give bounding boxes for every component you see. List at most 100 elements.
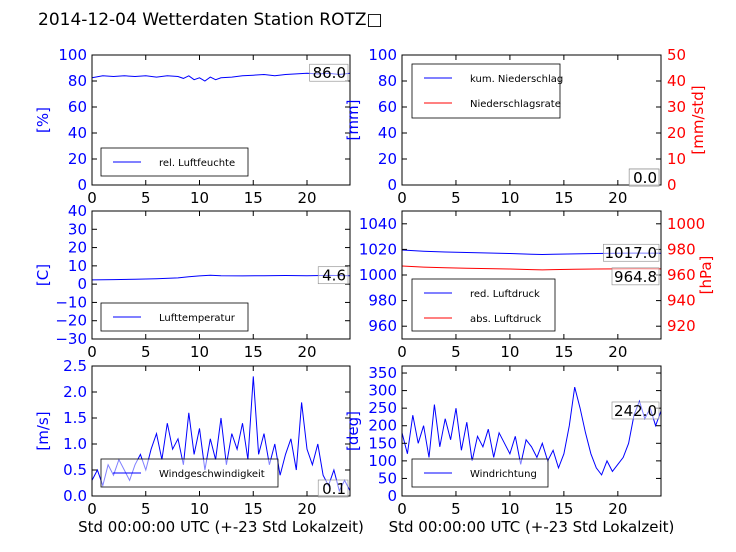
last-value-label: 4.6 [322,267,346,285]
legend-label: Windrichtung [470,469,537,480]
y-tick-label-right: 30 [667,98,686,116]
x-tick-label: 0 [397,500,407,518]
y-tick-label: 10 [68,257,87,275]
y-tick-label: 2.5 [63,357,87,375]
y-axis-label: [mm] [344,100,362,141]
x-tick-label: 20 [297,343,316,361]
chart-panel-3: 0 5 10 15 20−30−20−10010203040[C]Lufttempera… [34,202,351,361]
x-axis-label: Std 00:00:00 UTC (+-23 Std Lokalzeit) [389,518,675,536]
y-tick-label: 250 [368,399,397,417]
y-tick-label: 40 [68,124,87,142]
legend-label: rel. Luftfeuchte [159,158,235,169]
x-tick-label: 15 [554,189,573,207]
last-value-label: 1017.0 [605,244,658,262]
legend-label: red. Luftdruck [470,289,540,300]
last-value-right-label-box [628,168,660,187]
x-tick-label: 0 [397,343,407,361]
plot-frame [91,54,351,186]
y-tick-label: 20 [68,239,87,257]
legend-label: Lufttemperatur [159,313,236,324]
last-value-label: 86.0 [313,64,346,82]
y-tick-label: 80 [68,72,87,90]
plot-frame [401,54,662,186]
y-axis-label: [deg] [344,411,362,451]
y-tick-label: −20 [55,312,87,330]
chart-panel-2: 0 5 10 15 20 0 20 40 60 80 100 0 10 20 30 40 50 [mm] [mm/s… [344,46,707,207]
legend-label: Niederschlagsrate [470,99,561,110]
y-tick-label: 1000 [359,266,397,284]
x-tick-label: 15 [244,343,263,361]
y-tick-label: 100 [368,46,397,64]
legend-label: abs. Luftdruck [470,314,541,325]
y-tick-label-right: 40 [667,72,686,90]
y-tick-label: 0 [77,275,87,293]
y-tick-label: 40 [68,202,87,220]
chart-panel-1: 0 5 10 15 20 0 20 40 60 80 100 [%] rel. Luftfeuchte 8… [34,46,351,207]
plot-frame [91,365,351,497]
x-tick-label: 20 [608,343,627,361]
y-tick-label-right: 940 [667,292,696,310]
x-tick-label: 15 [554,500,573,518]
y-tick-label: 350 [368,364,397,382]
x-tick-label: 0 [87,500,97,518]
x-tick-label: 5 [141,189,151,207]
y-tick-label: 30 [68,220,87,238]
last-value-right-label: 0.0 [633,169,657,187]
last-value-label-box [611,401,660,420]
x-tick-label: 5 [451,500,461,518]
y-tick-label: 1.0 [63,435,87,453]
y-tick-label: 20 [68,150,87,168]
x-tick-label: 0 [87,189,97,207]
y-tick-label: 1040 [359,215,397,233]
x-tick-label: 10 [190,343,209,361]
last-value-label: 242.0 [614,402,657,420]
y-tick-label: 100 [58,46,87,64]
x-tick-label: 10 [500,500,519,518]
y-tick-label: 50 [378,469,397,487]
y-tick-label-right: 920 [667,317,696,335]
legend-box [411,63,561,119]
last-value-label-box [603,243,660,262]
legend-box [411,278,556,332]
x-tick-label: 0 [397,189,407,207]
y-tick-label-right: 50 [667,46,686,64]
y-axis-label: [m/s] [34,411,52,450]
x-tick-label: 5 [141,500,151,518]
legend-label: Windgeschwindigkeit [159,469,265,480]
x-tick-label: 10 [190,189,209,207]
y-tick-label: 0 [77,176,87,194]
chart-panel-5: 0 5 10 15 20 0.0 0.5 1.0 1.5 2.0 2.5 [m/s] Std 00:00… [34,357,364,536]
y-tick-label: 980 [368,292,397,310]
series-line-1 [91,72,351,82]
y-tick-label: 150 [368,434,397,452]
legend-label: kum. Niederschlag [470,74,563,85]
x-tick-label: 5 [141,343,151,361]
chart-panel-4: 0 5 10 15 20 960 980 1000 1020 1040 920 940 960 980 10… [359,210,715,361]
y-axis-label-right: [mm/std] [689,85,707,154]
x-tick-label: 10 [500,189,519,207]
last-value-label: 0.1 [322,480,346,498]
y-tick-label: 1.5 [63,409,87,427]
series-line-1 [91,274,351,281]
x-tick-label: 20 [608,189,627,207]
x-axis-label: Std 00:00:00 UTC (+-23 Std Lokalzeit) [78,518,364,536]
last-value-right-label: 964.8 [614,268,657,286]
last-value-label-box [317,479,349,498]
y-tick-label-right: 980 [667,240,696,258]
x-tick-label: 0 [87,343,97,361]
last-value-right-label-box [611,267,660,286]
figure-title: 2014-12-04 Wetterdaten Station ROTZ□ [38,10,383,30]
last-value-label-box [317,266,349,285]
y-tick-label-right: 1000 [667,215,705,233]
y-tick-label: 0.5 [63,461,87,479]
y-tick-label: 60 [68,98,87,116]
x-tick-label: 10 [190,500,209,518]
x-tick-label: 15 [244,500,263,518]
y-tick-label: 80 [378,72,397,90]
y-tick-label: −10 [55,293,87,311]
x-tick-label: 20 [297,500,316,518]
plot-frame [401,365,662,497]
y-tick-label: 60 [378,98,397,116]
